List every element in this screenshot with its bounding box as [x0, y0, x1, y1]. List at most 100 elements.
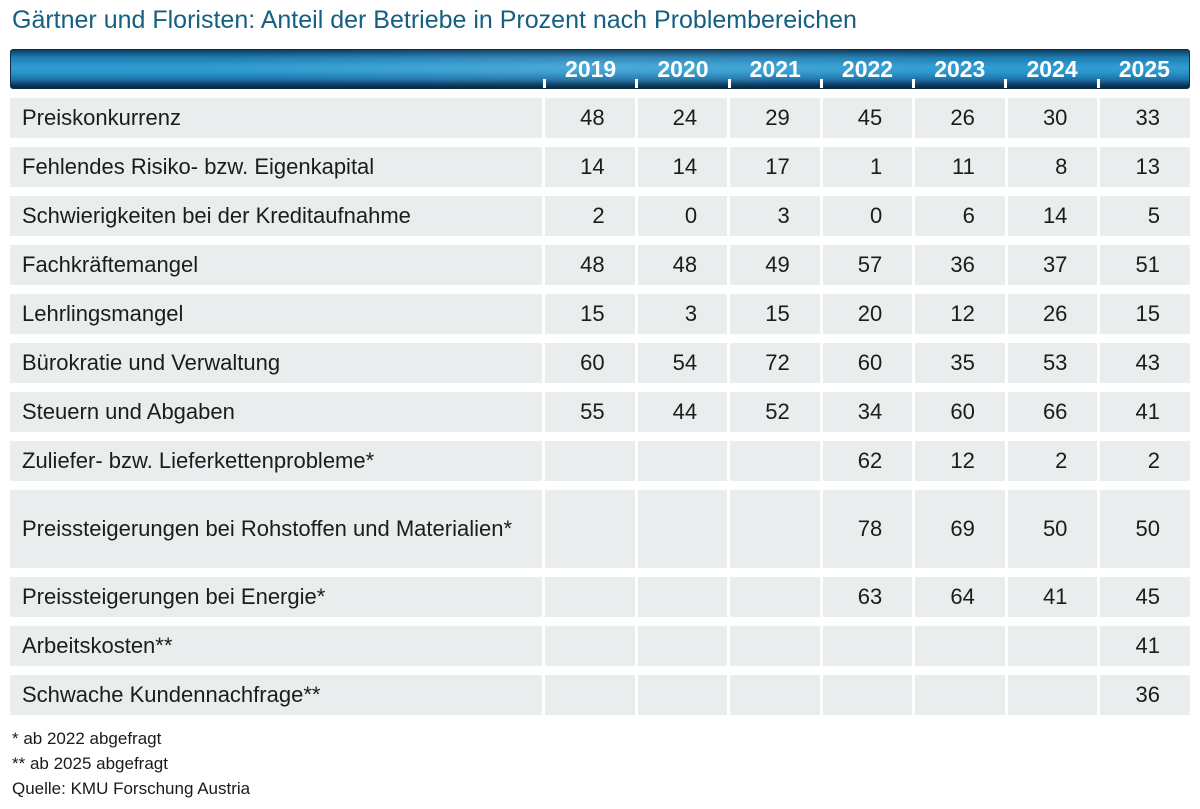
- table-row: Arbeitskosten** 41: [10, 626, 1190, 666]
- header-year-2025: 2025: [1096, 50, 1189, 88]
- cell-value: [822, 626, 913, 666]
- cell-value: 60: [915, 392, 1005, 432]
- cell-value: 2: [1007, 441, 1098, 481]
- table-body: Preiskonkurrenz 48 24 29 45 26 30 33 Feh…: [10, 98, 1190, 715]
- cell-value: 3: [637, 294, 728, 334]
- cell-value: 13: [1100, 147, 1190, 187]
- source-note: Quelle: KMU Forschung Austria: [12, 779, 251, 798]
- cell-value: 34: [822, 392, 913, 432]
- cell-value: 0: [637, 196, 728, 236]
- cell-value: 36: [915, 245, 1005, 285]
- row-label: Zuliefer- bzw. Lieferkettenprobleme*: [10, 441, 542, 481]
- cell-value: 72: [730, 343, 820, 383]
- cell-value: 14: [545, 147, 635, 187]
- cell-value: 49: [730, 245, 820, 285]
- cell-value: [545, 675, 635, 715]
- cell-value: [915, 675, 1005, 715]
- cell-value: [730, 675, 820, 715]
- table-header-row: 2019 2020 2021 2022 2023 2024 2025: [10, 49, 1190, 89]
- cell-value: [730, 626, 820, 666]
- cell-value: [545, 490, 635, 568]
- cell-value: 44: [637, 392, 728, 432]
- row-label: Fachkräftemangel: [10, 245, 542, 285]
- cell-value: 17: [730, 147, 820, 187]
- footnote-asterisk: * ab 2022 abgefragt: [12, 729, 162, 748]
- cell-value: 20: [822, 294, 913, 334]
- cell-value: 55: [545, 392, 635, 432]
- cell-value: 5: [1100, 196, 1190, 236]
- cell-value: [915, 626, 1005, 666]
- cell-value: 6: [915, 196, 1005, 236]
- cell-value: [1007, 626, 1098, 666]
- cell-value: 69: [915, 490, 1005, 568]
- cell-value: 29: [730, 98, 820, 138]
- cell-value: 41: [1100, 626, 1190, 666]
- table-row: Steuern und Abgaben 55 44 52 34 60 66 41: [10, 392, 1190, 432]
- table-row: Bürokratie und Verwaltung 60 54 72 60 35…: [10, 343, 1190, 383]
- cell-value: 30: [1007, 98, 1098, 138]
- cell-value: [637, 675, 728, 715]
- row-label: Schwache Kundennachfrage**: [10, 675, 542, 715]
- cell-value: 14: [637, 147, 728, 187]
- row-label: Steuern und Abgaben: [10, 392, 542, 432]
- cell-value: 1: [822, 147, 913, 187]
- cell-value: 15: [1100, 294, 1190, 334]
- cell-value: 3: [730, 196, 820, 236]
- cell-value: 26: [915, 98, 1005, 138]
- cell-value: 43: [1100, 343, 1190, 383]
- cell-value: 35: [915, 343, 1005, 383]
- cell-value: 12: [915, 441, 1005, 481]
- header-empty-cell: [11, 50, 543, 88]
- cell-value: 45: [1100, 577, 1190, 617]
- cell-value: 24: [637, 98, 728, 138]
- cell-value: 62: [822, 441, 913, 481]
- cell-value: 60: [545, 343, 635, 383]
- cell-value: 63: [822, 577, 913, 617]
- cell-value: 78: [822, 490, 913, 568]
- cell-value: 12: [915, 294, 1005, 334]
- cell-value: 54: [637, 343, 728, 383]
- cell-value: [637, 626, 728, 666]
- row-label: Schwierigkeiten bei der Kreditaufnahme: [10, 196, 542, 236]
- cell-value: 48: [545, 245, 635, 285]
- header-year-2023: 2023: [912, 50, 1004, 88]
- table-row: Lehrlingsmangel 15 3 15 20 12 26 15: [10, 294, 1190, 334]
- cell-value: 45: [822, 98, 913, 138]
- data-table: 2019 2020 2021 2022 2023 2024 2025 Preis…: [10, 49, 1190, 715]
- header-year-2019: 2019: [542, 50, 635, 88]
- table-row: Schwierigkeiten bei der Kreditaufnahme 2…: [10, 196, 1190, 236]
- cell-value: [545, 441, 635, 481]
- cell-value: 48: [545, 98, 635, 138]
- row-label: Preissteigerungen bei Energie*: [10, 577, 542, 617]
- page-title: Gärtner und Floristen: Anteil der Betrie…: [12, 6, 857, 34]
- header-year-2022: 2022: [819, 50, 912, 88]
- table-row: Fehlendes Risiko- bzw. Eigenkapital 14 1…: [10, 147, 1190, 187]
- cell-value: [637, 577, 728, 617]
- cell-value: 60: [822, 343, 913, 383]
- header-year-2021: 2021: [727, 50, 820, 88]
- cell-value: 11: [915, 147, 1005, 187]
- cell-value: [545, 626, 635, 666]
- cell-value: 41: [1100, 392, 1190, 432]
- cell-value: 15: [730, 294, 820, 334]
- cell-value: 37: [1007, 245, 1098, 285]
- cell-value: 15: [545, 294, 635, 334]
- cell-value: 52: [730, 392, 820, 432]
- table-row: Preissteigerungen bei Energie* 63 64 41 …: [10, 577, 1190, 617]
- table-row: Zuliefer- bzw. Lieferkettenprobleme* 62 …: [10, 441, 1190, 481]
- cell-value: 48: [637, 245, 728, 285]
- cell-value: 53: [1007, 343, 1098, 383]
- row-label: Lehrlingsmangel: [10, 294, 542, 334]
- footnotes: * ab 2022 abgefragt ** ab 2025 abgefragt…: [12, 726, 250, 801]
- cell-value: [637, 441, 728, 481]
- cell-value: [730, 577, 820, 617]
- cell-value: 57: [822, 245, 913, 285]
- row-label: Bürokratie und Verwaltung: [10, 343, 542, 383]
- row-label: Preissteigerungen bei Rohstoffen und Mat…: [10, 490, 542, 568]
- cell-value: [730, 441, 820, 481]
- cell-value: [730, 490, 820, 568]
- row-label: Preiskonkurrenz: [10, 98, 542, 138]
- cell-value: 64: [915, 577, 1005, 617]
- table-row: Fachkräftemangel 48 48 49 57 36 37 51: [10, 245, 1190, 285]
